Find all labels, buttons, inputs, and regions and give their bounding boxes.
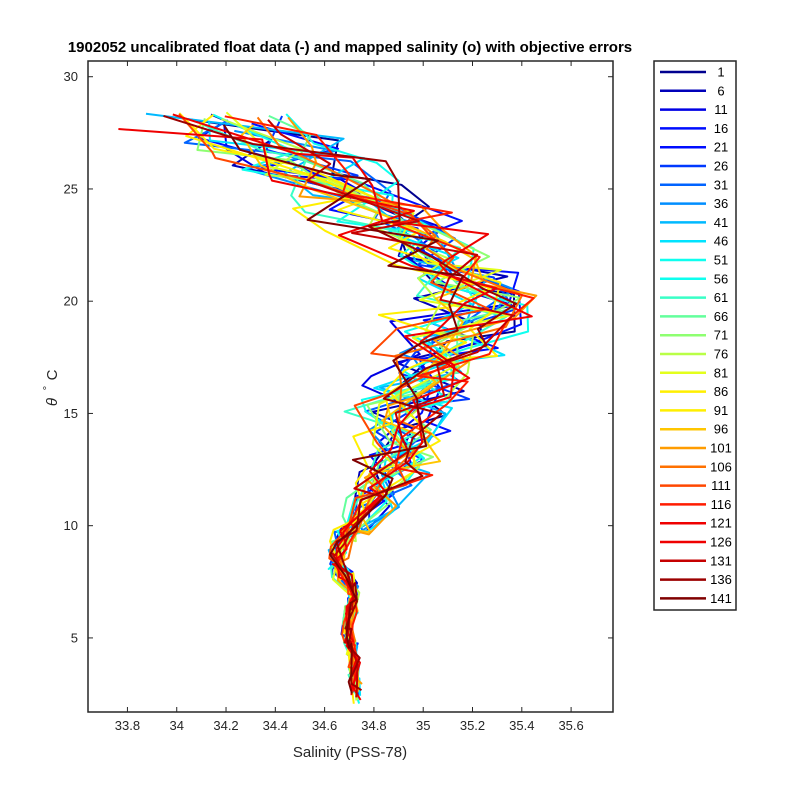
x-axis: 33.8 34 34.2 34.4 34.6 34.8 35 35.2 35.4 35.6 <box>115 61 584 733</box>
legend-label-6: 6 <box>717 83 724 98</box>
profile-line-141 <box>222 124 464 694</box>
y-tick-label: 30 <box>64 69 78 84</box>
legend-label-46: 46 <box>714 234 728 249</box>
x-tick-label: 34 <box>169 718 183 733</box>
legend-label-11: 11 <box>714 102 728 117</box>
legend-label-81: 81 <box>714 365 728 380</box>
y-tick-label: 5 <box>71 630 78 645</box>
legend-label-31: 31 <box>714 177 728 192</box>
x-tick-label: 33.8 <box>115 718 140 733</box>
x-tick-label: 35.4 <box>509 718 534 733</box>
y-axis-label-unit: C <box>44 369 61 380</box>
legend-label-136: 136 <box>710 572 732 587</box>
legend-label-121: 121 <box>710 516 732 531</box>
legend-label-76: 76 <box>714 347 728 362</box>
y-tick-label: 25 <box>64 181 78 196</box>
legend-label-61: 61 <box>714 290 728 305</box>
x-tick-label: 34.4 <box>263 718 288 733</box>
y-tick-label: 10 <box>64 518 78 533</box>
legend-label-56: 56 <box>714 271 728 286</box>
x-tick-label: 34.2 <box>213 718 238 733</box>
chart-title: 1902052 uncalibrated float data (-) and … <box>68 39 632 56</box>
x-tick-label: 35.2 <box>460 718 485 733</box>
x-tick-label: 34.6 <box>312 718 337 733</box>
legend-label-21: 21 <box>714 140 728 155</box>
legend-label-1: 1 <box>717 65 724 80</box>
y-tick-label: 15 <box>64 406 78 421</box>
legend-label-91: 91 <box>714 403 728 418</box>
y-axis-label-symbol: θ <box>44 398 61 406</box>
y-axis: 5 10 15 20 25 30 <box>64 69 613 645</box>
y-axis-label: θ ° C <box>42 369 61 406</box>
legend-label-41: 41 <box>714 215 728 230</box>
series-layer <box>118 111 538 704</box>
x-tick-label: 34.8 <box>361 718 386 733</box>
y-axis-label-degree: ° <box>42 386 54 390</box>
legend-label-126: 126 <box>710 535 732 550</box>
legend-label-26: 26 <box>714 159 728 174</box>
profile-line-106 <box>256 116 524 692</box>
profile-line-136 <box>163 114 517 692</box>
plot-frame <box>87 60 614 713</box>
legend-label-101: 101 <box>710 441 732 456</box>
legend-label-111: 111 <box>711 478 731 493</box>
legend-label-71: 71 <box>714 328 728 343</box>
legend-label-106: 106 <box>710 459 732 474</box>
legend: 1611162126313641465156616671768186919610… <box>653 60 737 611</box>
legend-label-116: 116 <box>711 497 732 512</box>
legend-label-66: 66 <box>714 309 728 324</box>
y-tick-label: 20 <box>64 294 78 309</box>
legend-label-86: 86 <box>714 384 728 399</box>
legend-label-51: 51 <box>714 253 728 268</box>
x-tick-label: 35 <box>416 718 430 733</box>
legend-label-36: 36 <box>714 196 728 211</box>
legend-label-16: 16 <box>714 121 728 136</box>
x-axis-label: Salinity (PSS-78) <box>293 744 407 761</box>
legend-label-131: 131 <box>710 553 732 568</box>
legend-label-141: 141 <box>710 591 732 606</box>
x-tick-label: 35.6 <box>558 718 583 733</box>
legend-label-96: 96 <box>714 422 728 437</box>
